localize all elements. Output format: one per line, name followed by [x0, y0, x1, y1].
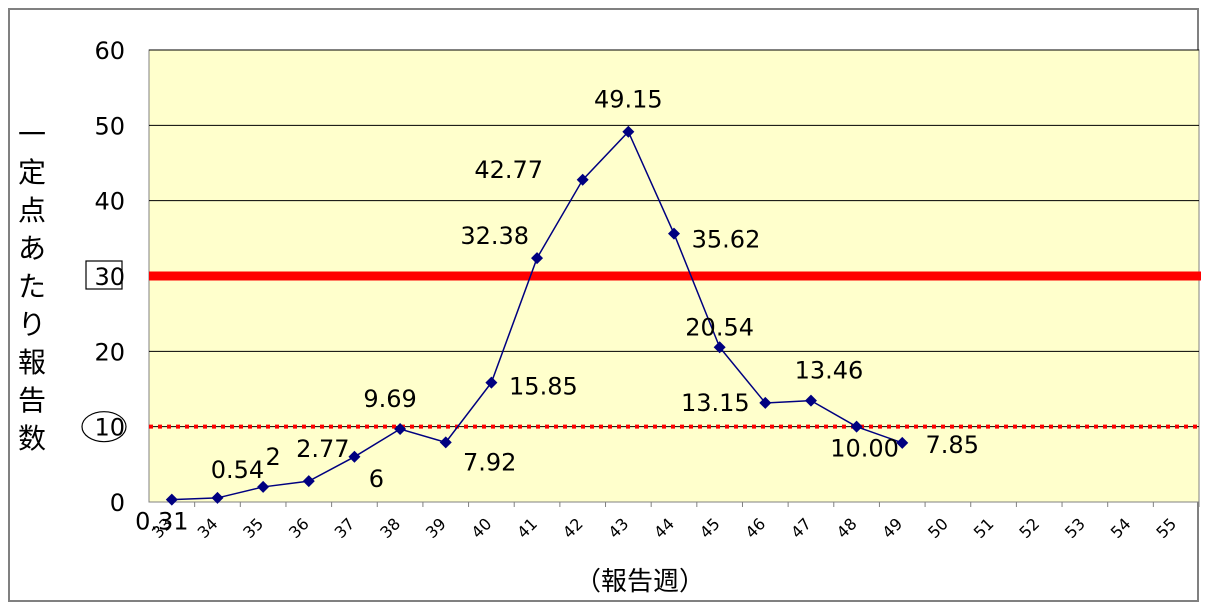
y-axis-title-char: 報: [18, 346, 46, 379]
data-point: [302, 475, 315, 488]
data-label: 15.85: [509, 373, 578, 401]
y-axis-title-char: 定: [18, 156, 46, 189]
y-axis-ticks: 0 10 20 30 40 50 60: [81, 37, 127, 517]
data-point: [165, 493, 178, 506]
data-series: [165, 125, 909, 506]
data-label: 32.38: [460, 222, 529, 250]
y-axis-title-char: た: [18, 270, 46, 303]
x-axis-title: （報告週）: [575, 567, 705, 597]
data-point: [439, 436, 452, 449]
data-label: 2: [265, 443, 280, 471]
data-label: 7.92: [463, 448, 516, 476]
data-point: [257, 480, 270, 493]
data-point: [485, 376, 498, 389]
data-label: 2.77: [296, 435, 349, 463]
data-point: [394, 423, 407, 436]
x-tick-label: 55: [1152, 514, 1180, 542]
x-tick-label: 47: [787, 514, 815, 542]
data-label: 9.69: [363, 385, 416, 413]
y-axis-title-char: 数: [18, 422, 46, 455]
data-point: [576, 173, 589, 186]
data-point: [896, 436, 909, 449]
y-tick-label: 20: [94, 338, 125, 366]
y-axis-title-char: 一: [18, 118, 46, 151]
x-axis-ticks: 33 34 35 36 37 38 39 40 41 42 43 44 45 46 47 48 49 50 51 52…: [148, 502, 1200, 542]
y-tick-label: 60: [94, 37, 125, 65]
data-point: [804, 394, 817, 407]
y-tick-label: 50: [94, 112, 125, 140]
data-point: [622, 125, 635, 138]
data-label: 42.77: [474, 156, 543, 184]
data-label: 35.62: [692, 226, 761, 254]
data-label: 13.46: [795, 357, 864, 385]
x-tick-label: 37: [331, 514, 359, 542]
y-tick-label: 30: [94, 263, 125, 291]
x-tick-label: 52: [1015, 514, 1043, 542]
data-label: 20.54: [685, 313, 754, 341]
x-tick-label: 45: [696, 514, 724, 542]
x-tick-label: 35: [239, 514, 267, 542]
data-label: 0.31: [135, 508, 188, 536]
x-tick-label: 51: [970, 514, 998, 542]
x-tick-label: 38: [376, 514, 404, 542]
x-tick-label: 42: [559, 514, 587, 542]
data-point: [713, 341, 726, 354]
data-point: [850, 420, 863, 433]
x-tick-label: 46: [741, 514, 769, 542]
y-axis-title-char: 点: [18, 194, 46, 227]
y-axis-title-char: り: [18, 308, 46, 341]
x-tick-label: 49: [878, 514, 906, 542]
x-tick-label: 50: [924, 514, 952, 542]
y-tick-label: 40: [94, 188, 125, 216]
x-tick-label: 44: [650, 514, 678, 542]
data-labels: 0.31 0.54 2 2.77 6 9.69 7.92 15.85 32.38 42.77 49.…: [135, 86, 979, 536]
y-axis-title-char: 告: [18, 384, 46, 417]
data-point: [668, 227, 680, 240]
data-point: [211, 491, 224, 504]
y-axis-title-char: あ: [18, 232, 46, 265]
x-tick-label: 40: [468, 514, 496, 542]
threshold-lines: [149, 271, 1201, 429]
x-tick-label: 34: [194, 514, 222, 542]
x-tick-label: 41: [513, 514, 541, 542]
x-tick-label: 39: [422, 514, 450, 542]
data-label: 13.15: [681, 389, 750, 417]
data-label: 0.54: [211, 456, 264, 484]
x-tick-label: 48: [833, 514, 861, 542]
x-tick-label: 36: [285, 514, 313, 542]
threshold-circle: [81, 411, 127, 443]
data-point: [348, 450, 361, 463]
y-tick-label: 10: [94, 414, 125, 442]
y-tick-label: 0: [110, 489, 125, 517]
data-label: 10.00: [830, 435, 899, 463]
data-label: 7.85: [926, 431, 979, 459]
data-label: 6: [369, 465, 384, 493]
chart-frame: 0 10 20 30 40 50 60 33 34 35 36 37 38 39 40 41 42 43 44 45…: [8, 8, 1201, 602]
data-point: [531, 252, 544, 265]
data-point: [759, 396, 772, 409]
x-tick-label: 54: [1107, 514, 1135, 542]
x-tick-label: 43: [605, 514, 633, 542]
x-tick-label: 53: [1061, 514, 1089, 542]
threshold-box: [85, 260, 123, 290]
data-label: 49.15: [594, 86, 663, 114]
